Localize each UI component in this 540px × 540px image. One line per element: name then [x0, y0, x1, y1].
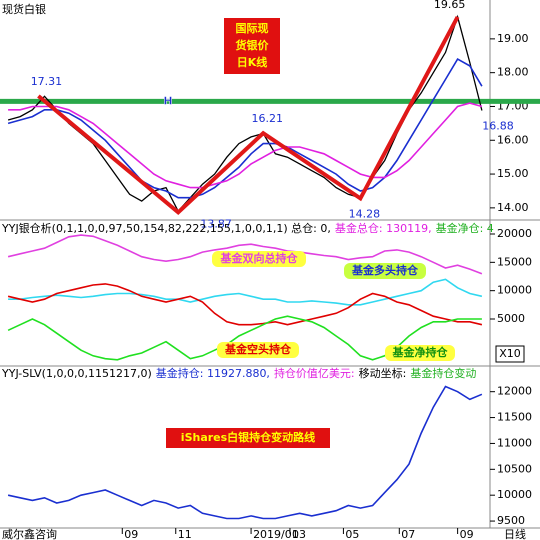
- x-tick-label: 11: [178, 528, 192, 540]
- x-tick-label: 09: [460, 528, 474, 540]
- x-tick-label: 07: [401, 528, 415, 540]
- source: 威尔鑫咨询: [2, 527, 57, 540]
- value-label: 19.65: [434, 0, 466, 11]
- y-tick-label: 12000: [497, 385, 532, 398]
- y-tick-label: 15000: [497, 255, 532, 268]
- series-line: [7, 234, 483, 275]
- annotation-box: [166, 428, 330, 448]
- header-part: 移动坐标:: [359, 366, 407, 380]
- y-tick-label: 14.00: [497, 201, 529, 214]
- value-label: 16.88: [482, 120, 514, 133]
- series-line: [7, 315, 482, 361]
- series-line: [7, 385, 483, 520]
- header-part: 基金净仓: 4: [436, 221, 494, 235]
- chart-title: 现货白银: [2, 2, 46, 16]
- header-part: 基金总仓: 130119,: [335, 221, 432, 235]
- legend-label: 基金空头持仓: [224, 342, 292, 356]
- series-line: [7, 58, 483, 199]
- value-label: 13.87: [200, 217, 232, 230]
- y-tick-label: 10000: [497, 488, 532, 501]
- x-tick-label: 05: [345, 528, 359, 540]
- y-tick-label: 15.00: [497, 167, 529, 180]
- header-part: 持仓价值亿美元:: [274, 366, 355, 380]
- y-tick-label: 18.00: [497, 66, 529, 79]
- x-tick-label: 09: [124, 528, 138, 540]
- series-line: [37, 15, 460, 215]
- series-line: [8, 278, 483, 306]
- value-label: 16.21: [251, 112, 283, 125]
- x-tick-label: 03: [292, 528, 306, 540]
- value-label: 17.31: [31, 75, 63, 88]
- series-line: [8, 102, 483, 189]
- y-tick-label: 11500: [497, 411, 532, 424]
- h-line-label: H: [163, 94, 172, 107]
- y-tick-label: 9500: [497, 514, 525, 527]
- y-tick-label: 20000: [497, 227, 532, 240]
- legend-label: 基金多头持仓: [351, 263, 419, 277]
- legend-label: 基金净持仓: [392, 345, 449, 359]
- annotation: 货银价: [235, 38, 270, 52]
- legend-box: [385, 345, 455, 361]
- y-tick-label: 5000: [497, 312, 525, 325]
- annotation: 日K线: [237, 55, 268, 69]
- legend-label: 基金双向总持仓: [220, 251, 299, 265]
- unit-box: [495, 345, 525, 363]
- y-tick-label: 10000: [497, 284, 532, 297]
- header-part: 基金持仓变动: [410, 366, 476, 380]
- legend-box: [212, 251, 306, 267]
- y-tick-label: 16.00: [497, 133, 529, 146]
- annotation: iShares白银持仓变动路线: [181, 430, 315, 444]
- series-line: [7, 283, 483, 326]
- panel-header: YYJ-SLV(1,0,0,0,1151217,0) 基金持仓: 11927.88…: [1, 366, 476, 380]
- y-tick-label: 19.00: [497, 32, 529, 45]
- header-part: YYJ银仓析(0,1,1,0,0,97,50,154,82,222,155,1,…: [1, 221, 331, 235]
- header-part: YYJ-SLV(1,0,0,0,1151217,0): [1, 367, 152, 380]
- legend-box: [217, 342, 299, 358]
- period: 日线: [504, 527, 526, 540]
- y-tick-label: 11000: [497, 436, 532, 449]
- y-tick-label: 10500: [497, 462, 532, 475]
- legend-box: [344, 263, 426, 279]
- header-part: 基金持仓: 11927.880,: [156, 366, 270, 380]
- annotation: 国际现: [236, 21, 269, 35]
- panel-header: YYJ银仓析(0,1,1,0,0,97,50,154,82,222,155,1,…: [1, 221, 494, 235]
- annotation-box: [224, 18, 280, 74]
- value-label: 14.28: [349, 207, 381, 220]
- x-tick-label: 2019/01: [253, 528, 299, 540]
- unit-label: X10: [499, 347, 521, 360]
